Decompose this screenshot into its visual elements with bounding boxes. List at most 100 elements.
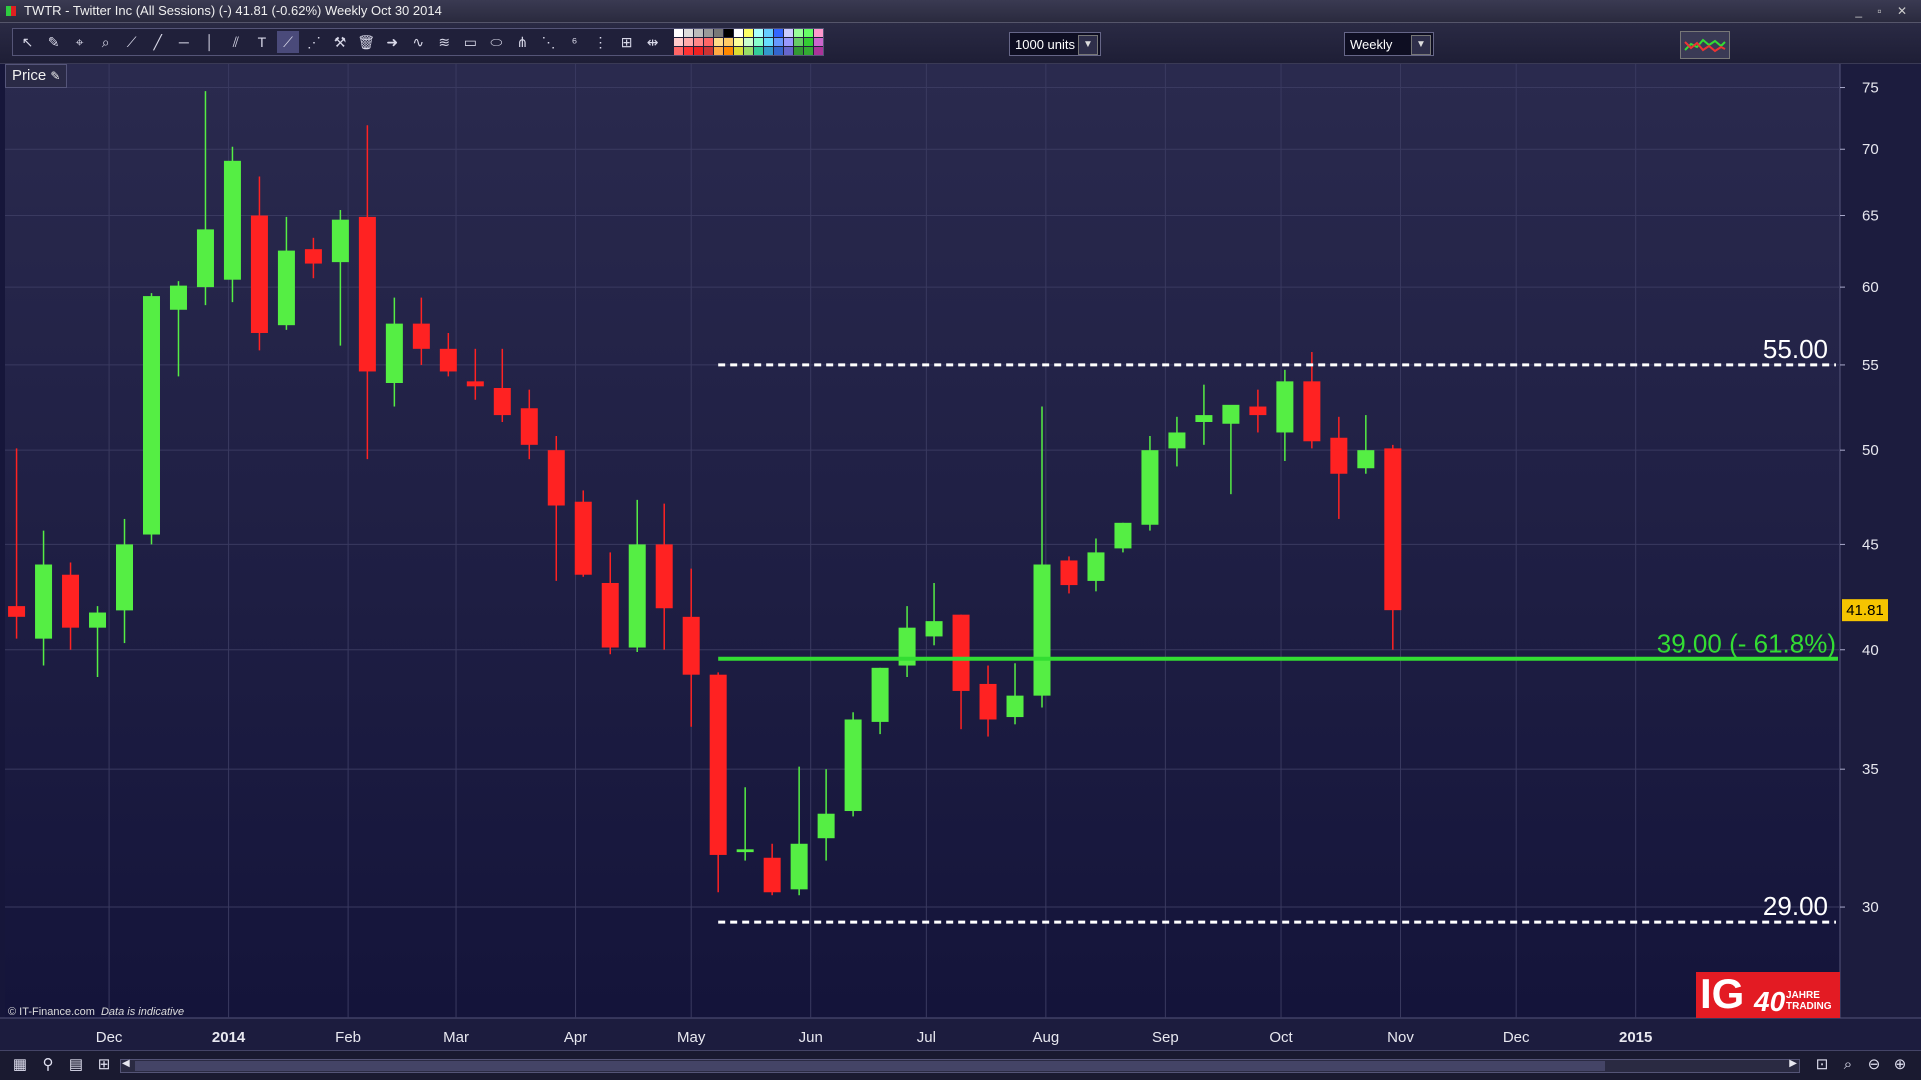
color-swatch[interactable] [714,38,724,46]
color-swatch[interactable] [704,47,714,55]
color-swatch[interactable] [734,47,744,55]
candle-body[interactable] [1006,695,1024,718]
color-swatch[interactable] [724,47,734,55]
candle-body[interactable] [169,285,187,310]
line-icon[interactable]: ⟋ [126,34,137,50]
candle-body[interactable] [709,674,727,855]
candle-body[interactable] [817,813,835,839]
color-swatch[interactable] [814,38,824,46]
color-swatch[interactable] [754,29,764,37]
color-swatch[interactable] [774,38,784,46]
candle-body[interactable] [223,160,241,280]
fit-icon[interactable]: ⊡ [1815,1056,1829,1073]
candle-body[interactable] [520,408,538,445]
price-panel-label[interactable]: Price ✎ [5,64,68,88]
candle-body[interactable] [277,250,295,326]
color-swatch[interactable] [804,38,814,46]
color-swatch[interactable] [774,29,784,37]
color-swatch[interactable] [694,38,704,46]
color-swatch[interactable] [744,38,754,46]
scrollbar-thumb[interactable] [135,1061,1605,1071]
candle-body[interactable] [952,614,970,691]
candle-body[interactable] [655,544,673,609]
scroll-right-icon[interactable]: ▶ [1789,1058,1797,1069]
ruler-icon[interactable]: ✎ [47,34,60,50]
color-swatch[interactable] [674,47,684,55]
ray-icon[interactable]: ╱ [153,34,162,50]
color-swatch[interactable] [794,38,804,46]
candle-body[interactable] [1330,437,1348,474]
grid-icon[interactable]: ⊞ [97,1056,111,1073]
color-swatch[interactable] [784,38,794,46]
pitchfork-icon[interactable]: ⋔ [516,34,529,50]
candle-body[interactable] [790,843,808,890]
color-swatch[interactable] [734,29,744,37]
candle-body[interactable] [1276,381,1294,433]
candle-body[interactable] [601,582,619,648]
color-swatch[interactable] [734,38,744,46]
color-swatch[interactable] [804,47,814,55]
color-swatch[interactable] [794,29,804,37]
horizontal-line-icon[interactable]: ─ [178,34,189,50]
candle-body[interactable] [412,323,430,349]
gann-icon[interactable]: ⊞ [620,34,633,50]
color-swatch[interactable] [814,29,824,37]
candle-body[interactable] [35,564,53,639]
candle-body[interactable] [925,621,943,637]
candle-body[interactable] [62,574,80,628]
zoom-out-icon[interactable]: ⊖ [1867,1056,1881,1073]
color-swatch[interactable] [764,38,774,46]
ellipse-icon[interactable]: ⬭ [490,34,503,50]
candle-body[interactable] [466,381,484,387]
color-swatch[interactable] [754,38,764,46]
trash-icon[interactable]: 🗑 [357,34,376,50]
candle-body[interactable] [1249,406,1267,416]
color-swatch[interactable] [704,38,714,46]
chevron-down-icon[interactable]: ▼ [1078,35,1098,55]
color-swatch[interactable] [784,47,794,55]
candle-body[interactable] [1033,564,1051,696]
color-swatch[interactable] [724,38,734,46]
text-icon[interactable]: T [257,34,267,50]
time-scrollbar[interactable]: ◀ ▶ [120,1058,1800,1073]
candle-body[interactable] [196,229,214,288]
color-swatch[interactable] [794,47,804,55]
zoom-in-icon[interactable]: ⊕ [1893,1056,1907,1073]
candle-body[interactable] [439,348,457,372]
candle-body[interactable] [250,215,268,333]
color-swatch[interactable] [684,38,694,46]
candle-body[interactable] [116,544,134,611]
candle-body[interactable] [574,501,592,575]
interval-select[interactable]: Weekly ▼ [1344,32,1434,56]
arrow-icon[interactable]: ➜ [386,34,399,50]
candle-body[interactable] [1303,381,1321,442]
scroll-left-icon[interactable]: ◀ [122,1058,130,1069]
settings-icon[interactable]: ⚒ [333,34,347,50]
candle-body[interactable] [358,216,376,372]
candle-body[interactable] [898,627,916,666]
candle-body[interactable] [1222,404,1240,424]
color-swatch[interactable] [714,29,724,37]
candle-body[interactable] [736,849,754,853]
candle-body[interactable] [1087,552,1105,581]
measure-icon[interactable]: ⇹ [646,34,659,50]
candle-body[interactable] [1114,522,1132,549]
candle-body[interactable] [763,857,781,893]
layout-icon[interactable]: ▤ [68,1056,84,1073]
color-swatch[interactable] [774,47,784,55]
price-chart[interactable]: 30 35 40 45 50 55 60 65 70 75 Dec 2014 Feb Mar Apr May J… [0,64,1921,1050]
color-swatch[interactable] [744,29,754,37]
zoom-fit-icon[interactable]: ⌕ [1843,1056,1853,1073]
color-swatch[interactable] [684,29,694,37]
chevron-down-icon[interactable]: ▼ [1411,35,1431,55]
window-controls[interactable]: _ ▫ ✕ [1855,4,1913,18]
zoom-icon[interactable]: ⌕ [101,34,110,50]
candle-body[interactable] [1141,450,1159,525]
color-swatch[interactable] [704,29,714,37]
rectangle-icon[interactable]: ▭ [463,34,477,50]
candle-body[interactable] [304,249,322,264]
candle-body[interactable] [1357,450,1375,469]
fan-icon[interactable]: ⋱ [541,34,556,50]
candle-body[interactable] [1168,432,1186,449]
wrench-icon[interactable]: ✎ [50,69,61,83]
